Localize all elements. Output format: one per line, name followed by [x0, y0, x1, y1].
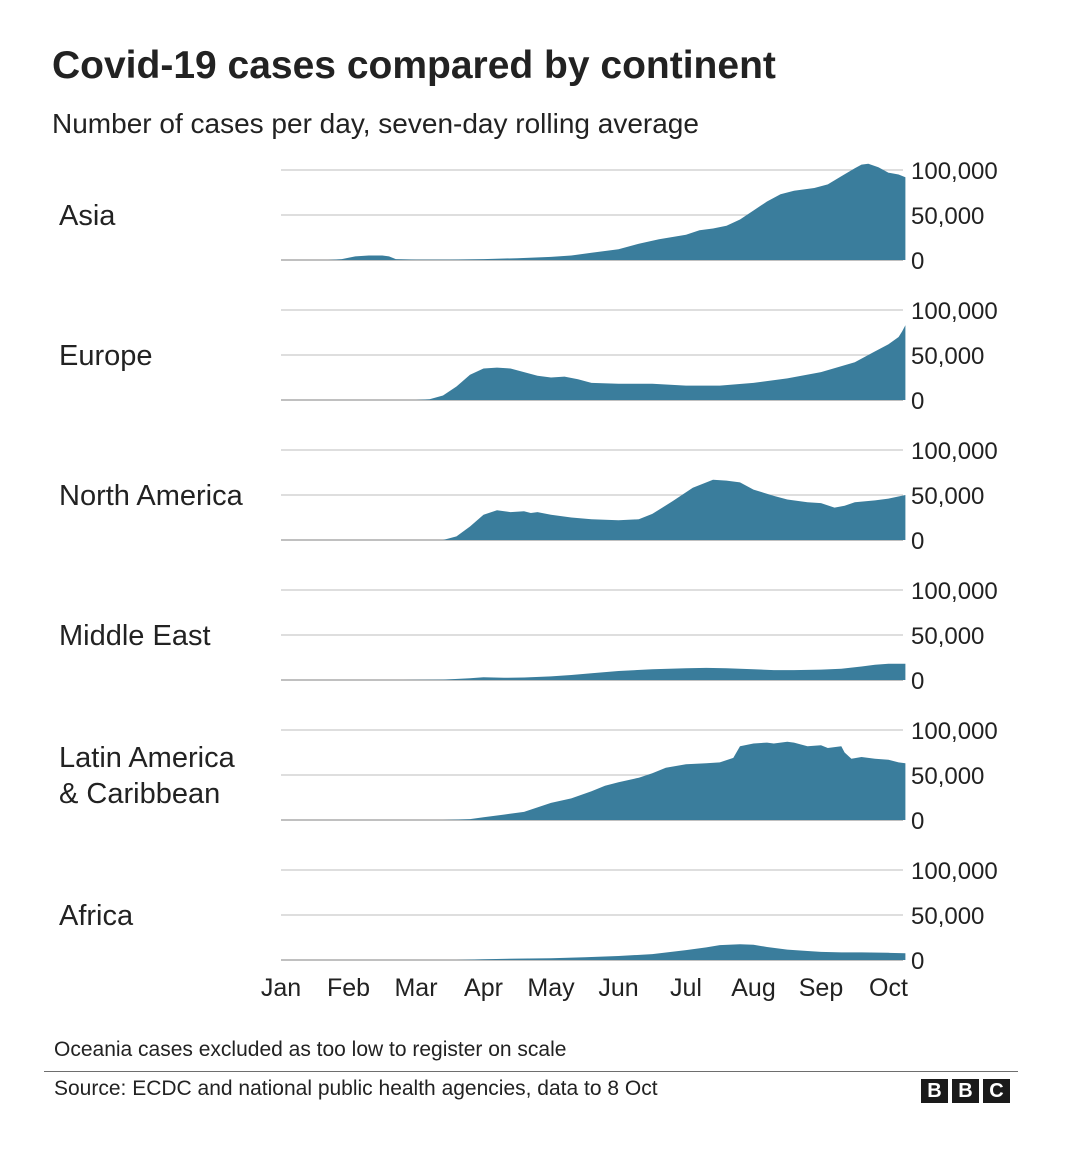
x-tick-label: Oct: [869, 974, 908, 1002]
y-tick-label: 0: [911, 388, 924, 415]
x-tick-label: Sep: [799, 974, 843, 1002]
bbc-logo-letter: B: [921, 1079, 948, 1103]
series-label: & Caribbean: [59, 778, 220, 810]
y-tick-label: 0: [911, 808, 924, 835]
x-tick-label: Aug: [731, 974, 775, 1002]
bbc-logo-letter: B: [952, 1079, 979, 1103]
y-tick-label: 0: [911, 248, 924, 275]
footer-divider: [44, 1071, 1018, 1072]
series-label: Europe: [59, 340, 153, 372]
series-area-6: [456, 944, 906, 960]
y-tick-label: 100,000: [911, 718, 998, 745]
source-note: Source: ECDC and national public health …: [54, 1077, 658, 1100]
series-label: Africa: [59, 900, 134, 932]
x-tick-label: Jul: [670, 974, 702, 1002]
series-label: North America: [59, 480, 244, 512]
y-tick-label: 100,000: [911, 578, 998, 605]
y-tick-label: 0: [911, 528, 924, 555]
series-area-2: [416, 325, 906, 400]
y-tick-label: 50,000: [911, 343, 984, 370]
series-label: Middle East: [59, 620, 211, 652]
x-tick-label: Mar: [394, 974, 437, 1002]
y-tick-label: 100,000: [911, 158, 998, 185]
x-tick-label: Feb: [327, 974, 370, 1002]
series-area-3: [443, 479, 906, 540]
y-tick-label: 100,000: [911, 858, 998, 885]
x-tick-label: Jan: [261, 974, 301, 1002]
y-tick-label: 50,000: [911, 483, 984, 510]
x-tick-label: May: [527, 974, 575, 1002]
series-area-5: [443, 741, 906, 820]
y-tick-label: 100,000: [911, 438, 998, 465]
chart-subtitle: Number of cases per day, seven-day rolli…: [52, 108, 699, 139]
bbc-logo: B B C: [921, 1079, 1010, 1103]
y-tick-label: 0: [911, 948, 924, 975]
x-tick-label: Jun: [598, 974, 638, 1002]
series-label: Asia: [59, 200, 116, 232]
series-area-1: [328, 163, 906, 260]
series-label: Latin America: [59, 742, 236, 774]
y-tick-label: 0: [911, 668, 924, 695]
chart-title: Covid-19 cases compared by continent: [52, 44, 776, 87]
bbc-logo-letter: C: [983, 1079, 1010, 1103]
x-tick-label: Apr: [464, 974, 503, 1002]
y-tick-label: 100,000: [911, 298, 998, 325]
y-tick-label: 50,000: [911, 903, 984, 930]
y-tick-label: 50,000: [911, 203, 984, 230]
series-area-4: [402, 663, 906, 680]
footnote: Oceania cases excluded as too low to reg…: [54, 1038, 567, 1061]
y-tick-label: 50,000: [911, 763, 984, 790]
y-tick-label: 50,000: [911, 623, 984, 650]
